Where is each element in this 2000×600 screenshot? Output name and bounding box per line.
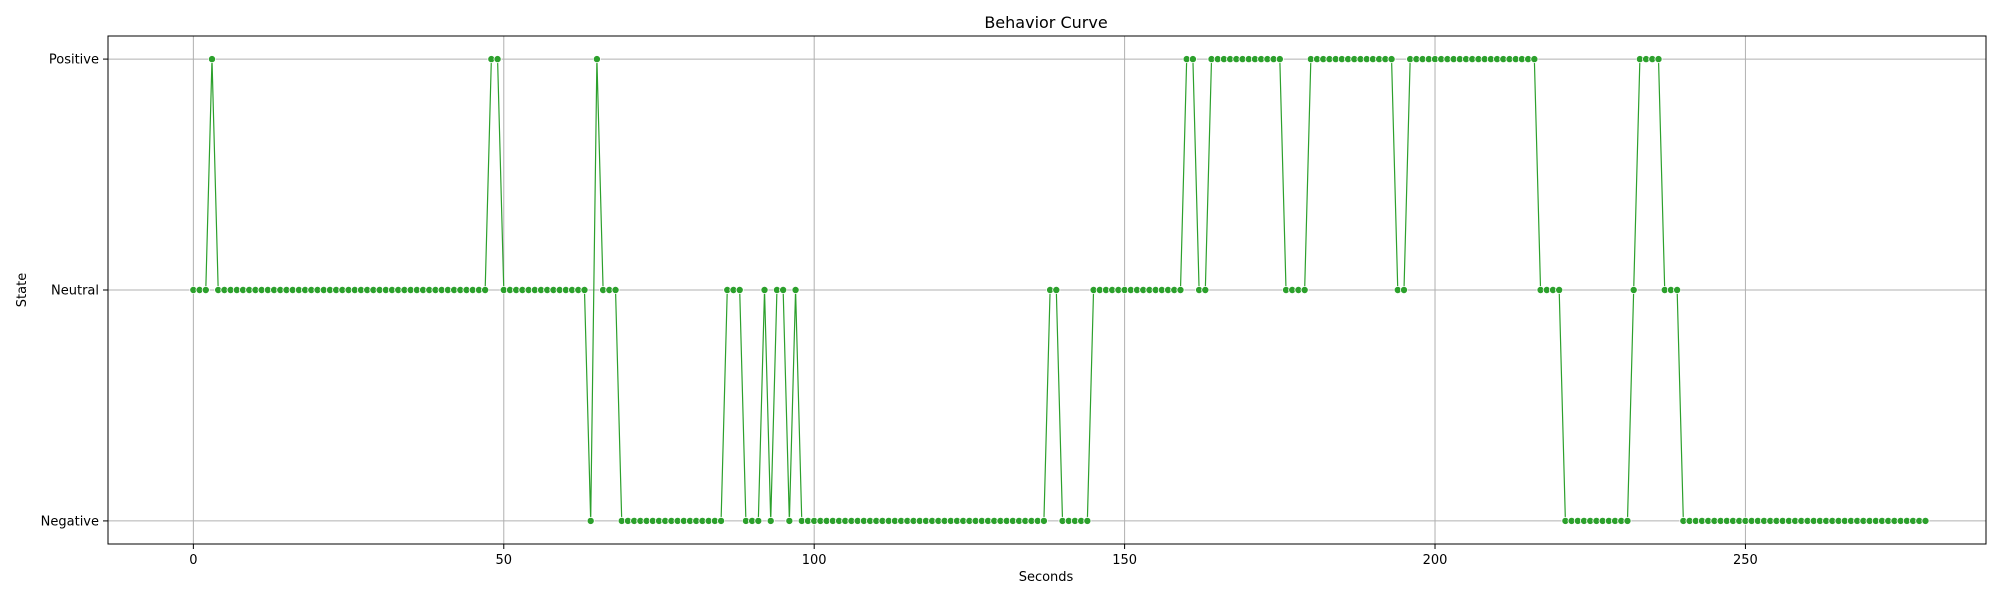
x-axis-ticks: 0 50 100 150 200 250 [189,544,1758,568]
data-point [1654,55,1663,64]
data-point [1176,285,1185,294]
data-point [779,285,788,294]
data-point [1921,516,1930,525]
data-point [201,285,210,294]
data-point [493,55,502,64]
data-point [1399,285,1408,294]
x-tick-label: 0 [189,553,197,568]
data-point [1623,516,1632,525]
data-point [717,516,726,525]
data-point [760,285,769,294]
data-point [1300,285,1309,294]
data-point [592,55,601,64]
y-tick-label: Positive [49,53,99,68]
data-point [785,516,794,525]
data-point [1083,516,1092,525]
data-point [791,285,800,294]
data-point [1052,285,1061,294]
data-point [1275,55,1284,64]
x-tick-label: 250 [1733,553,1758,568]
data-point [1188,55,1197,64]
data-point [735,285,744,294]
y-tick-label: Neutral [51,284,99,299]
series-group [189,55,1930,525]
y-tick-label: Negative [41,514,99,529]
data-point [580,285,589,294]
data-point [1673,285,1682,294]
data-point [1201,285,1210,294]
y-axis-ticks: Negative Neutral Positive [41,53,108,529]
data-point [207,55,216,64]
y-axis-label: State [15,273,30,307]
data-point [1555,285,1564,294]
data-point [1629,285,1638,294]
data-point [1387,55,1396,64]
data-point [611,285,620,294]
data-point [754,516,763,525]
x-tick-label: 200 [1423,553,1448,568]
data-point [1039,516,1048,525]
chart-title: Behavior Curve [984,13,1107,32]
data-point [766,516,775,525]
data-point [586,516,595,525]
x-tick-label: 150 [1112,553,1137,568]
data-point [481,285,490,294]
x-tick-label: 50 [496,553,513,568]
x-axis-label: Seconds [1019,570,1074,585]
x-tick-label: 100 [802,553,827,568]
data-point [1530,55,1539,64]
